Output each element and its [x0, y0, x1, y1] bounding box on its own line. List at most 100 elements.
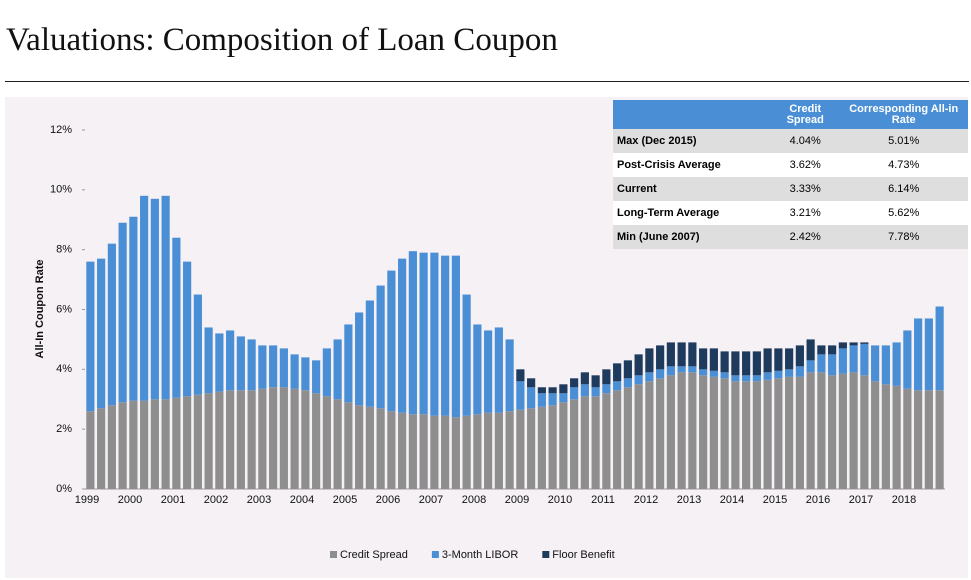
- bar-segment: [161, 195, 170, 400]
- bar-segment: [752, 351, 761, 376]
- bar-segment: [398, 258, 407, 413]
- bar-segment: [559, 393, 568, 403]
- x-tick-label: 2010: [548, 494, 572, 506]
- bar-segment: [258, 345, 267, 389]
- bar-segment: [559, 384, 568, 394]
- bar-segment: [828, 345, 837, 355]
- bar-segment: [613, 390, 622, 489]
- table-cell: 4.73%: [839, 153, 968, 177]
- bar-segment: [623, 378, 632, 388]
- bar-segment: [785, 348, 794, 370]
- x-tick-label: 2016: [806, 494, 830, 506]
- bar-segment: [548, 387, 557, 394]
- column-header: Corresponding All-in Rate: [839, 100, 968, 129]
- stats-table: Credit Spread Corresponding All-in Rate Ma…: [613, 100, 968, 249]
- bar-segment: [258, 388, 267, 489]
- bar-segment: [742, 375, 751, 382]
- bar-segment: [548, 393, 557, 406]
- bar-segment: [172, 397, 181, 489]
- bar-segment: [387, 411, 396, 489]
- bar-segment: [537, 387, 546, 394]
- bar-segment: [774, 348, 783, 371]
- table-row: Current 3.33% 6.14%: [613, 177, 968, 201]
- bar-segment: [602, 369, 611, 385]
- bar-segment: [699, 375, 708, 489]
- bar-segment: [97, 258, 106, 409]
- bar-segment: [161, 399, 170, 489]
- bar-segment: [623, 387, 632, 489]
- table-cell: 2.42%: [771, 225, 840, 249]
- x-tick-label: 2015: [763, 494, 787, 506]
- bar-segment: [107, 405, 116, 489]
- bar-segment: [494, 412, 503, 489]
- bar-segment: [666, 366, 675, 376]
- bar-segment: [527, 378, 536, 388]
- bar-segment: [645, 372, 654, 382]
- bar-segment: [183, 396, 192, 489]
- x-tick-label: 2017: [849, 494, 873, 506]
- bar-segment: [333, 339, 342, 400]
- bar-segment: [613, 363, 622, 382]
- x-tick-label: 2009: [505, 494, 529, 506]
- title-rule: [5, 81, 969, 82]
- y-tick-label: 12%: [50, 124, 72, 136]
- table-cell: Current: [613, 177, 771, 201]
- bar-segment: [860, 375, 869, 489]
- x-tick-label: 2011: [591, 494, 615, 506]
- x-tick-label: 1999: [75, 494, 99, 506]
- bar-segment: [365, 406, 374, 489]
- table-cell: 6.14%: [839, 177, 968, 201]
- x-tick-label: 2007: [419, 494, 443, 506]
- bar-segment: [849, 345, 858, 373]
- bar-segment: [118, 222, 127, 403]
- bar-segment: [398, 412, 407, 489]
- bar-segment: [677, 366, 686, 373]
- bar-segment: [785, 376, 794, 489]
- bar-segment: [441, 415, 450, 489]
- bar-segment: [559, 402, 568, 489]
- bar-segment: [914, 318, 923, 391]
- bar-segment: [903, 330, 912, 389]
- bar-segment: [430, 252, 439, 416]
- bar-segment: [290, 388, 299, 489]
- y-tick-label: 6%: [56, 303, 72, 315]
- bar-segment: [570, 387, 579, 400]
- bar-segment: [849, 342, 858, 346]
- x-tick-label: 2008: [462, 494, 486, 506]
- x-tick-label: 2004: [290, 494, 314, 506]
- bar-segment: [892, 342, 901, 386]
- bar-segment: [462, 415, 471, 489]
- bar-segment: [537, 393, 546, 407]
- bar-segment: [591, 396, 600, 489]
- table-cell: 7.78%: [839, 225, 968, 249]
- bar-segment: [666, 342, 675, 367]
- bar-segment: [344, 402, 353, 489]
- table-cell: Min (June 2007): [613, 225, 771, 249]
- bar-segment: [226, 390, 235, 489]
- bar-segment: [795, 376, 804, 489]
- bar-segment: [806, 360, 815, 373]
- bar-segment: [688, 342, 697, 367]
- bar-segment: [344, 324, 353, 403]
- y-tick-label: 8%: [56, 244, 72, 256]
- bar-segment: [301, 357, 310, 391]
- bar-segment: [828, 375, 837, 489]
- header-blank: [613, 100, 771, 129]
- bar-segment: [537, 406, 546, 489]
- bar-segment: [699, 348, 708, 370]
- table-row: Min (June 2007) 2.42% 7.78%: [613, 225, 968, 249]
- bar-segment: [666, 375, 675, 489]
- legend-label: Floor Benefit: [552, 549, 614, 561]
- bar-segment: [548, 405, 557, 489]
- legend-swatch: [542, 551, 550, 558]
- table-cell: 5.01%: [839, 129, 968, 153]
- x-tick-label: 2014: [720, 494, 744, 506]
- bar-segment: [516, 409, 525, 489]
- bar-segment: [580, 396, 589, 489]
- bar-segment: [881, 384, 890, 489]
- bar-segment: [774, 370, 783, 379]
- bar-segment: [903, 388, 912, 489]
- bar-segment: [838, 373, 847, 489]
- table-cell: Long-Term Average: [613, 201, 771, 225]
